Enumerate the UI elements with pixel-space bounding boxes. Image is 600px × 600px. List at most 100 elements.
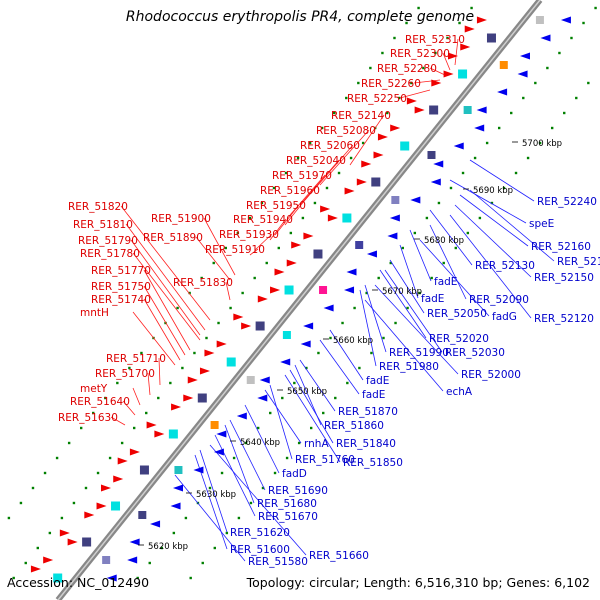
tick-dot	[422, 66, 425, 70]
tick-dot	[550, 126, 554, 130]
gene-arrow	[233, 313, 244, 321]
tick-dot	[514, 171, 518, 175]
tick-dot	[104, 396, 107, 400]
tick-dot	[261, 486, 265, 490]
gene-label-right: RER_52030	[445, 347, 505, 359]
gene-arrow	[320, 205, 331, 213]
leader-line	[284, 189, 314, 226]
gene-label-left: RER_51630	[58, 412, 118, 424]
scale-label: 5630 kbp	[196, 490, 236, 500]
tick-dot	[241, 291, 244, 295]
leader-line	[122, 400, 136, 416]
tick-dot	[84, 486, 88, 490]
leader-line	[158, 357, 161, 386]
gene-arrow	[460, 43, 471, 51]
gene-label-right: RER_51660	[309, 550, 369, 562]
tick-dot	[79, 426, 83, 430]
tick-dot	[526, 156, 530, 160]
tick-dot	[96, 471, 100, 475]
scale-label: 5660 kbp	[333, 336, 373, 346]
gene-label-left: metY	[80, 383, 108, 395]
gene-label-right: RER_51620	[230, 527, 290, 539]
leader-line	[319, 339, 360, 395]
tick-dot	[36, 546, 39, 550]
leader-line	[125, 223, 206, 331]
gene-arrow	[464, 25, 475, 33]
gene-label-right: RER_52050	[427, 308, 487, 320]
leader-line	[469, 159, 535, 202]
leader-line	[459, 194, 529, 247]
gene-label-left: RER_52040	[286, 155, 346, 167]
gene-label-left: mntH	[80, 307, 109, 319]
tick-dot	[369, 66, 372, 70]
leader-line	[399, 89, 431, 99]
tick-dot	[410, 81, 413, 85]
leader-line	[409, 229, 432, 282]
gene-label-right: RER_51580	[248, 556, 308, 568]
gene-block	[355, 241, 364, 249]
leader-line	[449, 214, 532, 319]
tick-dot	[478, 216, 482, 220]
gene-block	[102, 556, 111, 564]
tick-dot	[224, 246, 227, 250]
gene-block	[499, 61, 508, 69]
gene-label-right: RER_51850	[343, 457, 403, 469]
gene-label-right: fadE	[362, 389, 385, 401]
gene-block	[111, 501, 121, 511]
tick-dot	[213, 546, 216, 550]
tick-dot	[265, 261, 268, 265]
tick-dot	[382, 336, 385, 340]
gene-label-right: fadE	[421, 293, 444, 305]
tick-dot	[502, 186, 506, 190]
gene-arrow	[193, 466, 204, 474]
tick-dot	[325, 186, 329, 190]
gene-arrow	[171, 403, 182, 411]
leader-line	[442, 52, 451, 71]
gene-block	[282, 331, 291, 339]
gene-block	[255, 321, 265, 331]
gene-block	[342, 213, 352, 223]
tick-dot	[132, 426, 136, 430]
gene-label-left: RER_51820	[68, 201, 128, 213]
map-title: Rhodococcus erythropolis PR4, complete g…	[125, 9, 475, 25]
tick-dot	[317, 351, 320, 355]
leader-line	[132, 387, 141, 406]
gene-label-right: RER_51690	[268, 485, 328, 497]
tick-dot	[140, 351, 143, 355]
gene-block	[371, 177, 381, 187]
gene-block	[458, 69, 468, 79]
tick-dot	[116, 381, 119, 385]
tick-dot	[19, 501, 23, 505]
gene-arrow	[476, 106, 487, 114]
gene-label-left: RER_51930	[219, 229, 279, 241]
tick-dot	[587, 81, 590, 85]
gene-label-left: RER_51710	[106, 353, 166, 365]
gene-arrow	[236, 412, 247, 420]
leader-line	[319, 129, 370, 186]
tick-dot	[346, 381, 349, 385]
leader-line	[399, 244, 419, 299]
tick-dot	[128, 366, 131, 370]
tick-dot	[24, 561, 27, 565]
tick-dot	[157, 396, 160, 400]
tick-dot	[305, 366, 308, 370]
gene-label-right: RER_51760	[295, 454, 355, 466]
leader-line	[304, 144, 354, 201]
gene-arrow	[476, 16, 487, 24]
leader-line	[225, 281, 231, 301]
scale-label: 5680 kbp	[424, 236, 464, 246]
gene-arrow	[414, 106, 425, 114]
leader-line	[264, 389, 302, 444]
gene-label-layer: RER_52310 RER_52300 RER_52280 RER_52260 RER_…	[58, 34, 600, 568]
scale-label: 5700 kbp	[522, 139, 562, 149]
leader-line	[143, 269, 191, 351]
leader-line	[269, 218, 287, 241]
tick-dot	[425, 216, 429, 220]
gene-arrow	[216, 430, 227, 438]
tick-dot	[272, 186, 276, 190]
gene-block	[138, 511, 147, 519]
scale-label: 5690 kbp	[473, 186, 513, 196]
gene-label-right: RER_51980	[379, 361, 439, 373]
tick-dot	[269, 411, 272, 415]
gene-arrow	[387, 232, 398, 240]
